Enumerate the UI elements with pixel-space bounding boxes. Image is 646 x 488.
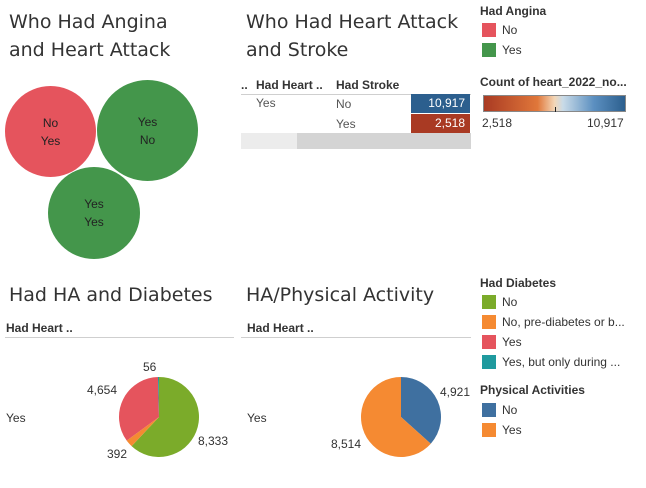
- legend-swatch: [482, 295, 496, 309]
- row2-label-stroke: Yes: [336, 117, 356, 131]
- pie-slice-yes-but-only-during[interactable]: [157, 377, 159, 417]
- legend-swatch: [482, 43, 496, 57]
- legend-swatch: [482, 423, 496, 437]
- row-label-had-heart: Yes: [256, 96, 276, 110]
- gradient-min-label: 2,518: [482, 116, 513, 130]
- gradient-max-label: 10,917: [587, 116, 624, 130]
- legend-label: No: [502, 295, 518, 309]
- pie-slice-no[interactable]: [401, 377, 441, 444]
- legend-swatch: [482, 355, 496, 369]
- physical-label-yes: 8,514: [331, 437, 362, 451]
- heatmap-cell-row2[interactable]: 2,518: [411, 114, 470, 133]
- bubble-label-line2: No: [139, 132, 156, 147]
- legend-item-angina-yes[interactable]: Yes: [482, 43, 522, 57]
- heatmap-value-row2: 2,518: [434, 116, 465, 130]
- diabetes-label-yes: 4,654: [87, 383, 118, 397]
- diabetes-label-no: 8,333: [198, 434, 229, 448]
- legend-label: Yes: [502, 423, 522, 437]
- heatmap-cell-row1[interactable]: 10,917: [411, 94, 470, 113]
- legend-title-diabetes: Had Diabetes: [480, 276, 557, 290]
- bubble-yes-no[interactable]: Yes No: [97, 80, 198, 181]
- legend-label: Yes: [502, 43, 522, 57]
- legend-label: Yes, but only during ...: [502, 355, 621, 369]
- pie-slice-yes[interactable]: [361, 377, 431, 457]
- bubble-chart-title: Who Had Angina and Heart Attack: [9, 8, 170, 64]
- diabetes-label-gestational: 56: [143, 360, 157, 374]
- pie-slice-no[interactable]: [131, 377, 199, 457]
- column-header-had-heart[interactable]: Had Heart ..: [256, 78, 323, 92]
- bubble-yes-yes[interactable]: Yes Yes: [48, 167, 140, 259]
- physical-row-label: Yes: [247, 411, 267, 425]
- legend-label: Yes: [502, 335, 522, 349]
- legend-item-activity-yes[interactable]: Yes: [482, 423, 522, 437]
- bubble-label-line2: Yes: [84, 215, 104, 229]
- bubble-label-line2: Yes: [40, 133, 61, 148]
- legend-title-count: Count of heart_2022_no...: [480, 75, 627, 89]
- legend-title-activity: Physical Activities: [480, 383, 585, 397]
- bubble-no-yes[interactable]: No Yes: [5, 86, 96, 177]
- legend-label: No: [502, 403, 518, 417]
- gradient-midpoint-tick: [555, 107, 556, 112]
- heatmap-title-line2: and Stroke: [246, 39, 349, 61]
- heatmap-title: Who Had Heart Attack and Stroke: [246, 8, 458, 64]
- physical-header-divider: [241, 337, 471, 338]
- legend-item-activity-no[interactable]: No: [482, 403, 517, 417]
- pie-slice-no-pre-diabetes-or-b[interactable]: [126, 417, 159, 447]
- bubble-label-line1: Yes: [137, 114, 158, 129]
- heatmap-title-line1: Who Had Heart Attack: [246, 11, 459, 33]
- horizontal-scrollbar-thumb[interactable]: [297, 133, 471, 149]
- legend-label: No, pre-diabetes or b...: [502, 315, 625, 329]
- legend-item-diabetes-no[interactable]: No: [482, 295, 517, 309]
- diabetes-row-label: Yes: [6, 411, 26, 425]
- physical-title: HA/Physical Activity: [246, 284, 435, 306]
- bubble-title-line1: Who Had Angina: [9, 11, 168, 33]
- legend-swatch: [482, 403, 496, 417]
- physical-pie-chart: [361, 377, 441, 457]
- header-divider: [241, 94, 471, 95]
- row1-label-stroke: No: [336, 97, 352, 111]
- legend-item-angina-no[interactable]: No: [482, 23, 517, 37]
- bubble-label-line1: No: [42, 115, 59, 130]
- column-marker: ..: [241, 78, 248, 92]
- legend-item-diabetes-yes[interactable]: Yes: [482, 335, 522, 349]
- column-header-had-stroke[interactable]: Had Stroke: [336, 78, 400, 92]
- diabetes-title: Had HA and Diabetes: [9, 284, 213, 306]
- legend-item-diabetes-gestational[interactable]: Yes, but only during ...: [482, 355, 620, 369]
- physical-column-header[interactable]: Had Heart ..: [247, 321, 314, 335]
- physical-label-no: 4,921: [440, 385, 471, 399]
- bubble-label-line1: Yes: [84, 197, 104, 211]
- legend-label: No: [502, 23, 518, 37]
- legend-item-diabetes-prediabetes[interactable]: No, pre-diabetes or b...: [482, 315, 625, 329]
- legend-title-angina: Had Angina: [480, 4, 547, 18]
- color-gradient-bar: [483, 95, 626, 112]
- legend-swatch: [482, 335, 496, 349]
- bubble-title-line2: and Heart Attack: [9, 39, 171, 61]
- legend-swatch: [482, 23, 496, 37]
- legend-swatch: [482, 315, 496, 329]
- heatmap-value-row1: 10,917: [428, 96, 465, 110]
- pie-slice-yes[interactable]: [119, 377, 159, 441]
- diabetes-header-divider: [5, 337, 234, 338]
- diabetes-column-header[interactable]: Had Heart ..: [6, 321, 73, 335]
- diabetes-pie-chart: [119, 377, 199, 457]
- diabetes-label-prediabetes: 392: [107, 447, 128, 461]
